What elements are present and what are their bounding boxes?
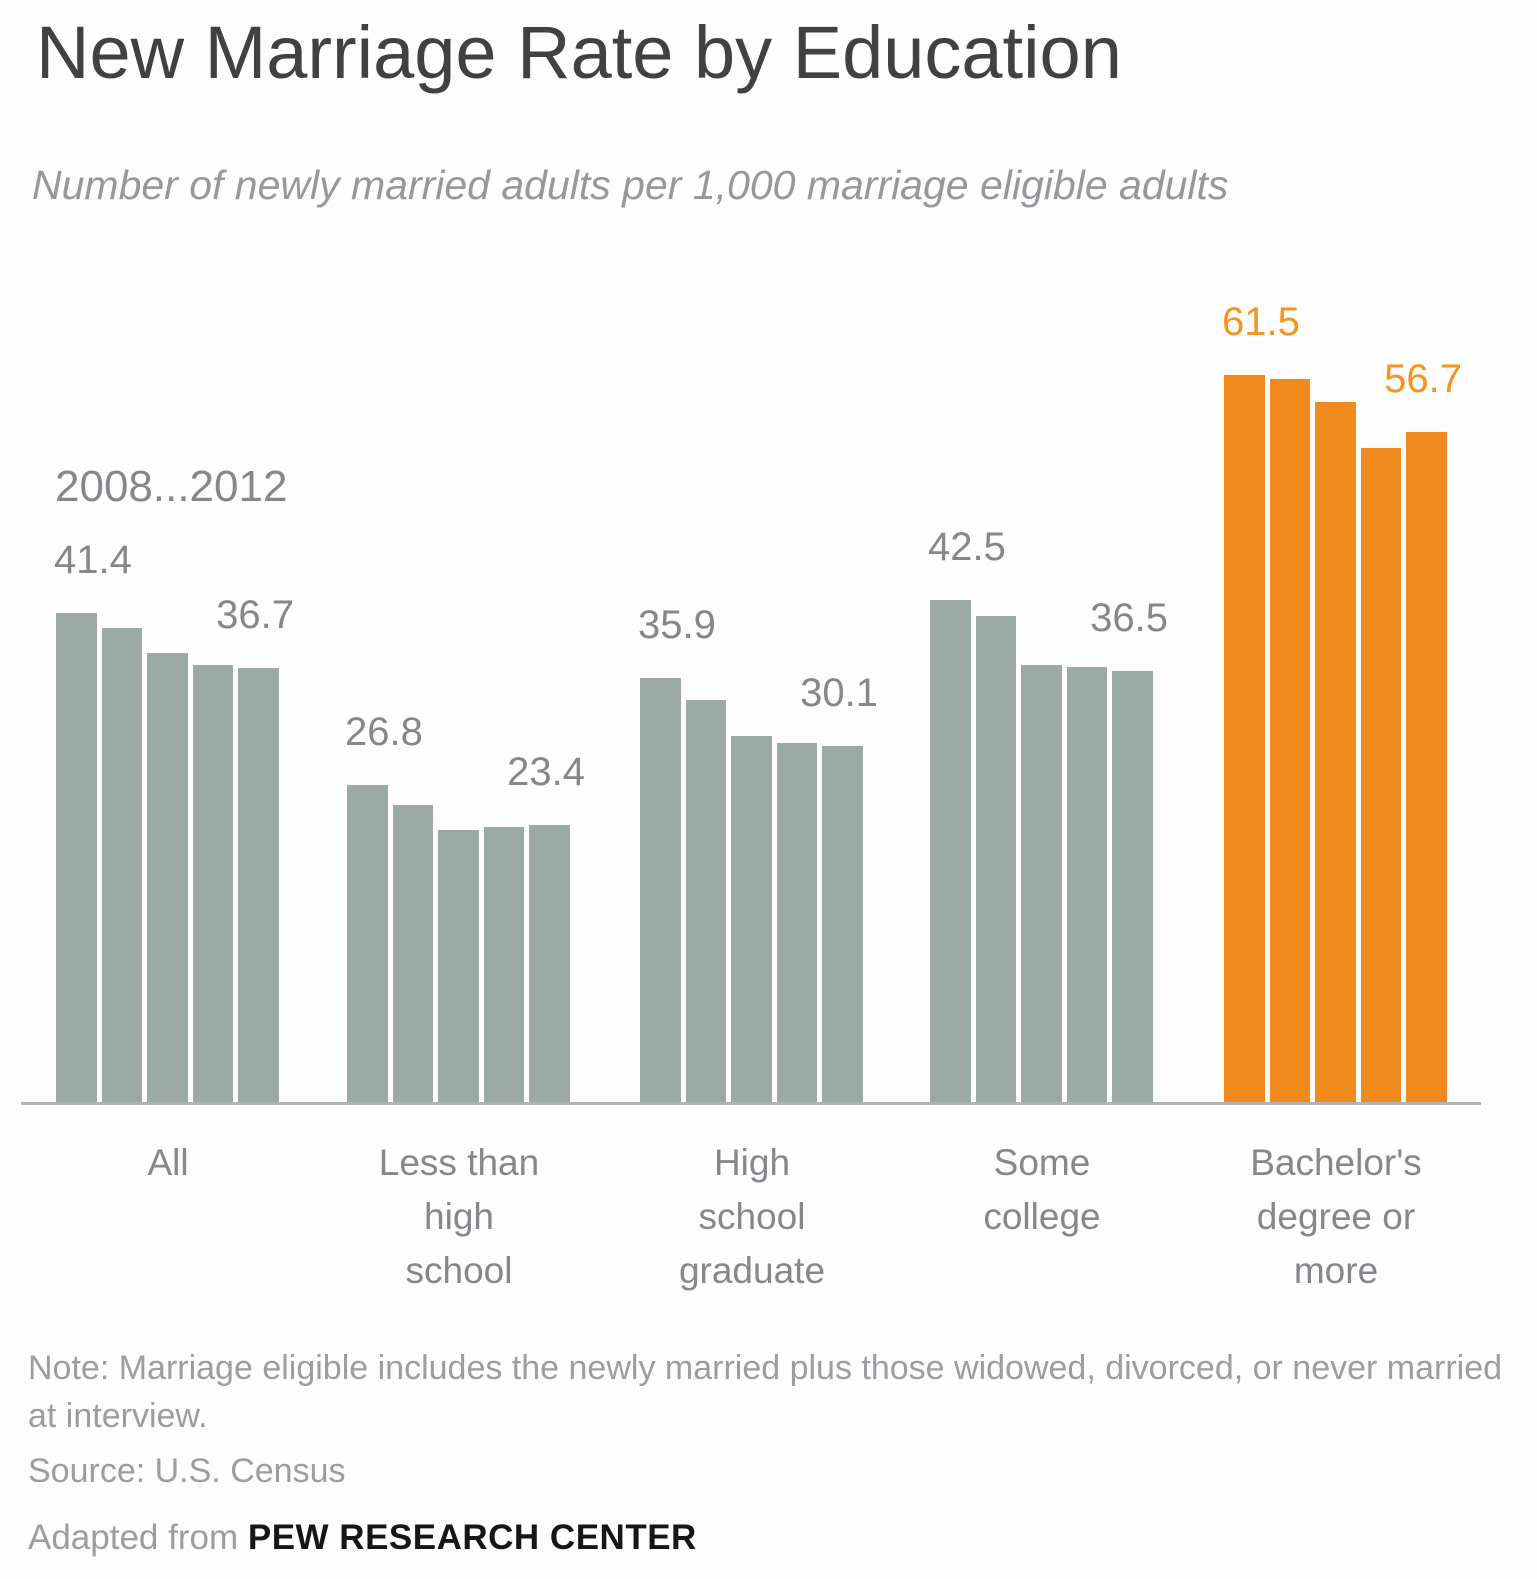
bar-group-high-school-graduate	[640, 678, 863, 1102]
bar-group-some-college	[930, 600, 1153, 1102]
value-label-first-all: 41.4	[54, 538, 132, 582]
value-label-last-some-college: 36.5	[1090, 596, 1168, 640]
bar-bachelor-s-degree-or-more-2012	[1406, 432, 1447, 1102]
bar-bachelor-s-degree-or-more-2010	[1315, 402, 1356, 1102]
bar-less-than-high-school-2012	[529, 825, 570, 1102]
bar-all-2011	[192, 665, 234, 1102]
bar-less-than-high-school-2010	[438, 830, 479, 1102]
bar-some-college-2012	[1112, 671, 1153, 1102]
bar-group-bachelor-s-degree-or-more	[1224, 375, 1447, 1102]
source-text: Source: U.S. Census	[28, 1452, 346, 1490]
value-label-last-all: 36.7	[216, 593, 294, 637]
period-label: 2008...2012	[55, 462, 288, 511]
value-label-first-less-than-high-school: 26.8	[345, 710, 423, 754]
bar-bachelor-s-degree-or-more-2011	[1360, 448, 1402, 1102]
chart-title: New Marriage Rate by Education	[36, 11, 1122, 94]
attribution-prefix: Adapted from	[28, 1518, 248, 1557]
category-label-some-college: Some college	[983, 1142, 1101, 1237]
bar-less-than-high-school-2008	[347, 785, 388, 1102]
note-text: Note: Marriage eligible includes the new…	[28, 1349, 1503, 1435]
category-label-high-school-graduate: High school graduate	[678, 1142, 826, 1291]
bar-high-school-graduate-2009	[685, 700, 727, 1102]
bar-some-college-2008	[930, 600, 971, 1102]
value-label-last-less-than-high-school: 23.4	[507, 750, 585, 794]
value-label-first-high-school-graduate: 35.9	[638, 603, 716, 647]
category-label-all: All	[147, 1142, 189, 1183]
bar-high-school-graduate-2008	[640, 678, 681, 1102]
bar-high-school-graduate-2012	[822, 746, 863, 1102]
bar-less-than-high-school-2009	[392, 805, 434, 1102]
category-label-less-than-high-school: Less than high school	[378, 1142, 540, 1291]
attribution-org: PEW RESEARCH CENTER	[247, 1518, 697, 1557]
attribution: Adapted from PEW RESEARCH CENTER	[28, 1518, 697, 1558]
bar-some-college-2010	[1021, 665, 1062, 1102]
bar-all-2008	[56, 613, 97, 1102]
bar-all-2010	[147, 653, 188, 1102]
value-label-last-bachelor-s-degree-or-more: 56.7	[1384, 357, 1462, 401]
bar-group-less-than-high-school	[347, 785, 570, 1102]
bar-all-2012	[238, 668, 279, 1102]
bar-bachelor-s-degree-or-more-2009	[1269, 379, 1311, 1102]
value-label-first-bachelor-s-degree-or-more: 61.5	[1222, 300, 1300, 344]
bar-bachelor-s-degree-or-more-2008	[1224, 375, 1265, 1102]
bar-high-school-graduate-2011	[776, 743, 818, 1102]
bar-less-than-high-school-2011	[483, 827, 525, 1102]
bar-some-college-2009	[975, 616, 1017, 1102]
bar-high-school-graduate-2010	[731, 736, 772, 1102]
value-label-first-some-college: 42.5	[928, 525, 1006, 569]
value-label-last-high-school-graduate: 30.1	[800, 671, 878, 715]
bar-some-college-2011	[1066, 667, 1108, 1102]
chart-subtitle: Number of newly married adults per 1,000…	[32, 162, 1229, 208]
category-label-bachelor-s-degree-or-more: Bachelor's degree or more	[1250, 1142, 1422, 1291]
x-axis-line	[21, 1102, 1481, 1105]
bar-all-2009	[101, 628, 143, 1102]
bar-group-all	[56, 613, 279, 1102]
